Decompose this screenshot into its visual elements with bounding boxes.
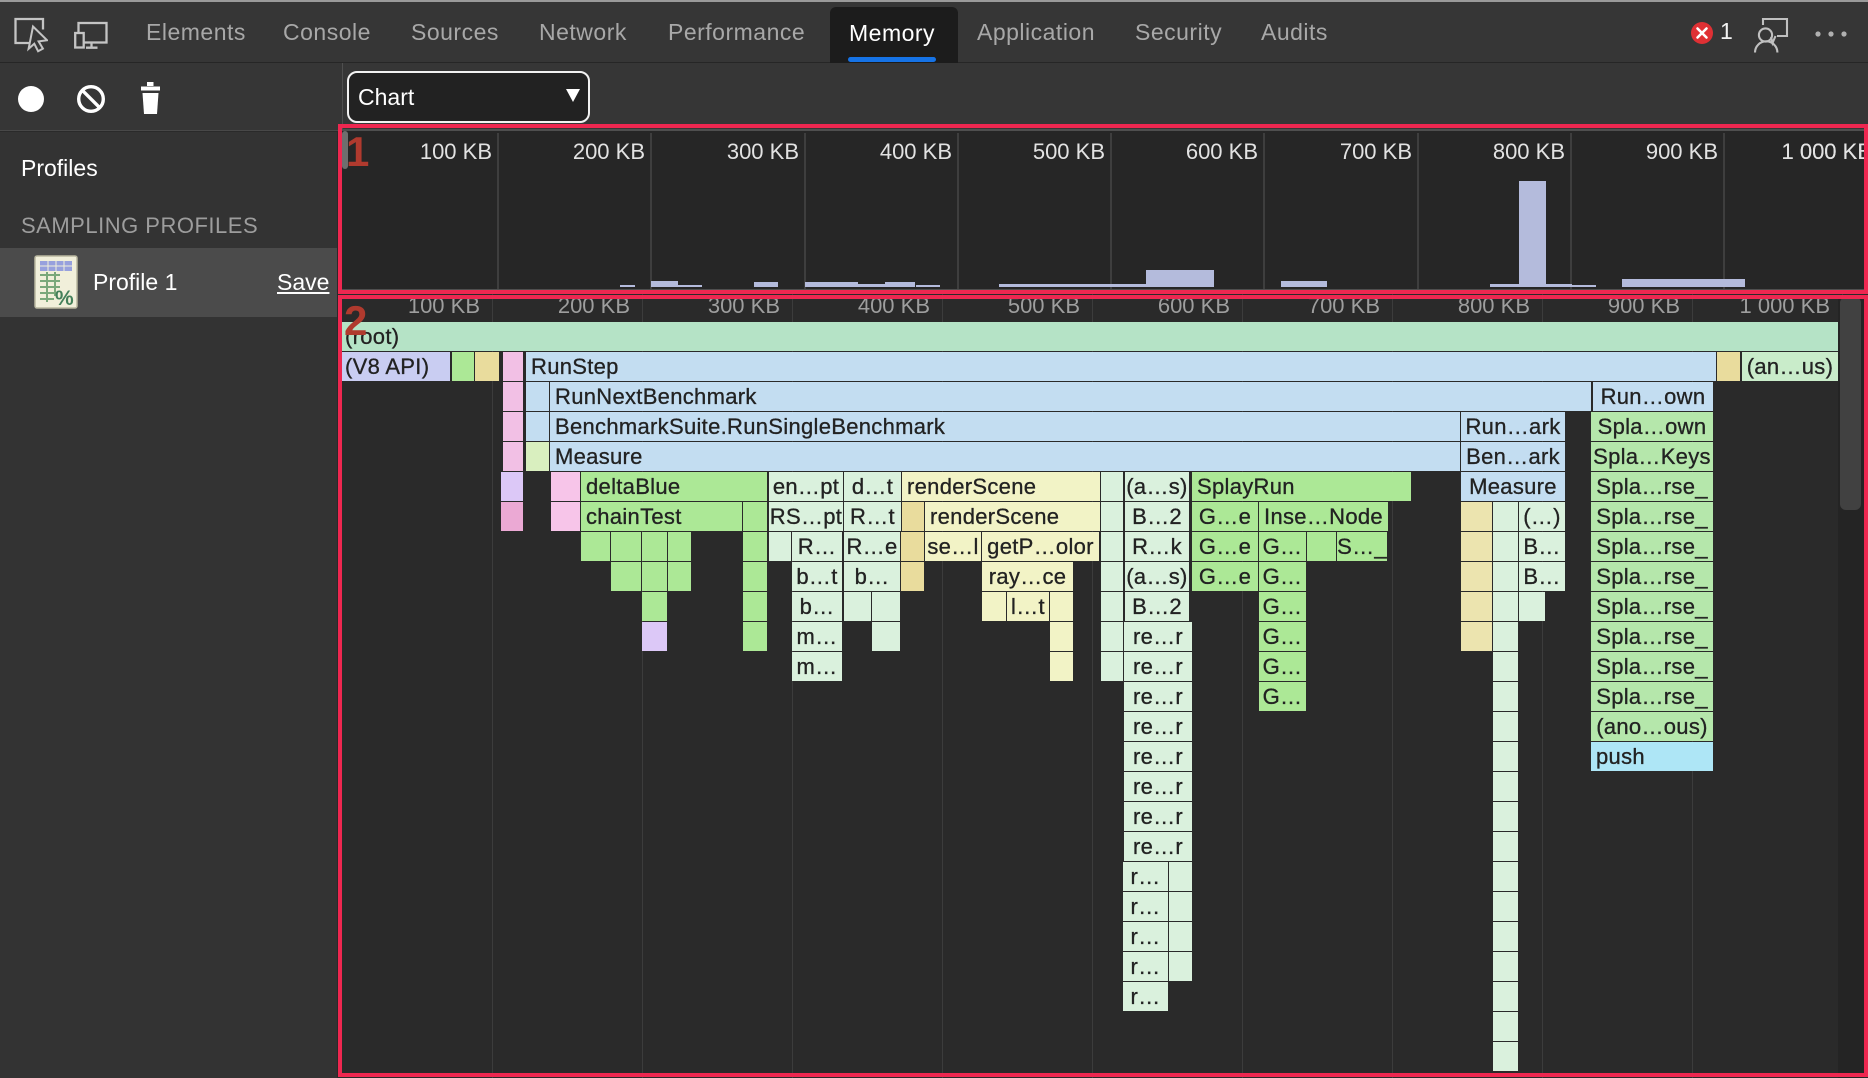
svg-text:%: % (55, 287, 74, 309)
